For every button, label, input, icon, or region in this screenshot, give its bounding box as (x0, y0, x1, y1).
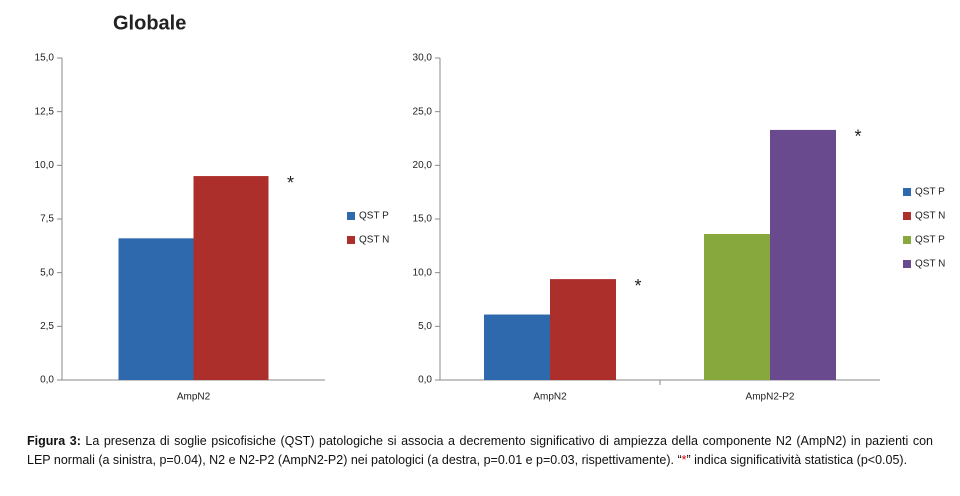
y-tick-label: 5,0 (40, 267, 54, 278)
y-tick-label: 12,5 (35, 106, 55, 117)
legend-label: QST P (359, 211, 389, 222)
legend-swatch (903, 212, 911, 220)
legend-label: QST N (915, 259, 945, 270)
bar (484, 314, 550, 380)
legend-swatch (347, 212, 355, 220)
chart-title: Globale (113, 12, 186, 34)
y-tick-label: 10,0 (413, 267, 433, 278)
caption: Figura 3: La presenza di soglie psicofis… (27, 432, 933, 470)
x-tick-label: AmpN2-P2 (746, 392, 795, 403)
y-tick-label: 0,0 (418, 375, 432, 386)
charts: Globale 0,0 2,5 5,0 7,5 10,0 12,5 15,0 AmpN2 * QST… (35, 12, 946, 403)
y-tick-label: 0,0 (40, 375, 54, 386)
bar (704, 234, 770, 380)
legend-swatch (347, 236, 355, 244)
y-tick-label: 25,0 (413, 106, 433, 117)
caption-text: ” indica significatività statistica (p<0… (686, 453, 908, 467)
y-tick-label: 30,0 (413, 53, 433, 64)
bar (118, 238, 194, 380)
y-tick-label: 7,5 (40, 214, 54, 225)
significance-marker: * (287, 173, 294, 193)
legend-label: QST P (915, 187, 945, 198)
legend-swatch (903, 188, 911, 196)
bar (193, 176, 269, 380)
legend-label: QST N (359, 235, 389, 246)
y-tick-label: 15,0 (413, 214, 433, 225)
x-tick-label: AmpN2 (533, 392, 567, 403)
caption-asterisk: * (681, 453, 687, 467)
legend-swatch (903, 236, 911, 244)
y-tick-label: 5,0 (418, 321, 432, 332)
significance-marker: * (854, 127, 861, 147)
x-tick-label: AmpN2 (177, 392, 211, 403)
legend-label: QST P (915, 235, 945, 246)
bar (550, 279, 616, 380)
significance-marker: * (634, 276, 641, 296)
bar (770, 129, 836, 380)
y-tick-label: 10,0 (35, 160, 55, 171)
y-tick-label: 2,5 (40, 321, 54, 332)
y-tick-label: 20,0 (413, 160, 433, 171)
caption-label: Figura 3: (27, 434, 81, 448)
legend-label: QST N (915, 211, 945, 222)
y-tick-label: 15,0 (35, 53, 55, 64)
legend-swatch (903, 260, 911, 268)
caption-text: La presenza di soglie psicofisiche (QST)… (27, 434, 933, 467)
